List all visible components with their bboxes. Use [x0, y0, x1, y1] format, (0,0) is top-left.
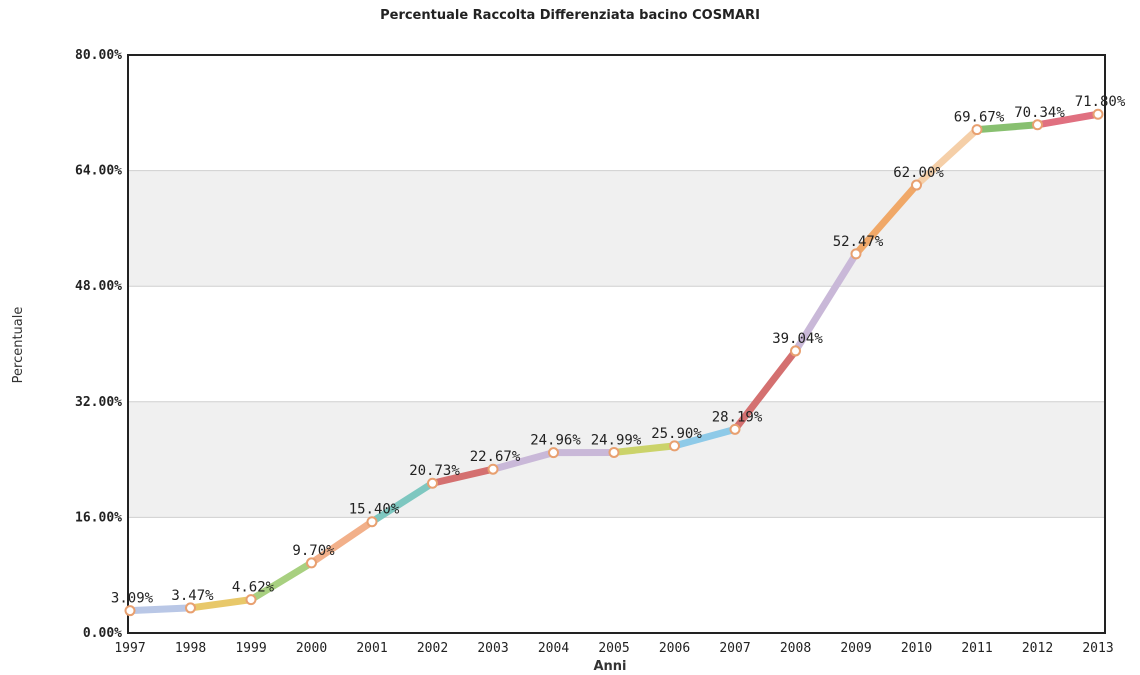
y-axis-title: Percentuale	[11, 307, 26, 384]
data-label: 28.19%	[712, 409, 763, 425]
line-segment	[973, 121, 1041, 134]
data-label: 71.80%	[1075, 94, 1126, 110]
x-tick-label: 2008	[780, 641, 811, 656]
x-tick-label: 1998	[175, 641, 206, 656]
data-point	[790, 345, 801, 357]
data-label: 70.34%	[1014, 105, 1065, 121]
data-point	[487, 463, 499, 475]
grid-band	[128, 401, 1105, 518]
x-tick-label: 1999	[235, 641, 266, 656]
x-tick-label: 2011	[961, 641, 992, 656]
x-tick-label: 2000	[296, 641, 327, 656]
y-tick-label: 64.00%	[75, 164, 122, 179]
data-point	[306, 557, 317, 569]
line-segment	[671, 425, 739, 450]
line-segment	[792, 250, 860, 355]
series-line	[126, 110, 1102, 615]
data-point	[729, 423, 741, 435]
data-point	[971, 124, 983, 136]
line-segment	[1034, 110, 1102, 129]
line-segment	[610, 442, 678, 456]
line-segment	[126, 604, 194, 615]
data-label: 52.47%	[833, 234, 884, 250]
x-tick-label: 2012	[1022, 641, 1053, 656]
line-segment	[489, 449, 557, 473]
data-label: 3.09%	[111, 591, 154, 607]
x-tick-label: 2010	[901, 641, 932, 656]
y-tick-label: 48.00%	[75, 279, 122, 294]
x-tick-label: 2001	[356, 641, 387, 656]
data-label: 24.96%	[530, 433, 581, 449]
data-point	[185, 602, 196, 614]
data-label: 69.67%	[954, 110, 1005, 126]
x-tick-label: 2007	[719, 641, 750, 656]
x-axis-ticks: 1997 1998 1999 2000 2001 2002 2003 2004 2005 2006…	[114, 641, 1113, 656]
data-label: 4.62%	[232, 580, 275, 596]
data-label: 20.73%	[409, 463, 460, 479]
data-label: 62.00%	[893, 165, 944, 181]
data-label: 3.47%	[171, 588, 214, 604]
data-label: 15.40%	[349, 502, 400, 518]
x-tick-label: 2013	[1082, 641, 1113, 656]
grid-bands	[128, 170, 1105, 518]
x-tick-label: 2006	[659, 641, 690, 656]
line-segment	[429, 465, 497, 487]
data-label: 22.67%	[470, 449, 521, 465]
data-point	[850, 248, 862, 260]
line-segment	[187, 596, 255, 612]
x-tick-label: 2005	[598, 641, 629, 656]
y-tick-label: 16.00%	[75, 510, 122, 525]
y-tick-label: 80.00%	[75, 48, 122, 63]
x-tick-label: 1997	[114, 641, 145, 656]
y-axis-ticks: 0.00% 16.00% 32.00% 48.00% 64.00% 80.00%	[75, 48, 122, 641]
data-point	[1032, 119, 1043, 131]
x-tick-label: 2009	[840, 641, 871, 656]
data-labels: 3.09% 3.47% 4.62% 9.70% 15.40% 20.73% 22.67% 24…	[111, 94, 1126, 606]
data-point	[366, 516, 378, 528]
y-tick-label: 0.00%	[83, 626, 122, 641]
data-label: 39.04%	[772, 331, 823, 347]
x-tick-label: 2003	[477, 641, 508, 656]
line-segment	[308, 518, 376, 567]
data-point	[427, 477, 438, 489]
chart-title: Percentuale Raccolta Differenziata bacin…	[380, 8, 760, 23]
data-point	[124, 605, 136, 617]
data-label: 9.70%	[292, 543, 335, 559]
data-point	[608, 446, 620, 458]
line-segment	[852, 181, 920, 258]
plot-frame	[127, 54, 1106, 634]
line-segment	[913, 126, 981, 189]
line-segment	[368, 479, 436, 526]
grid-band	[128, 170, 1105, 287]
data-point	[548, 447, 559, 459]
x-axis-title: Anni	[593, 659, 626, 674]
data-point	[911, 179, 922, 191]
x-tick-label: 2002	[417, 641, 448, 656]
data-point	[669, 440, 680, 452]
line-segment	[247, 559, 315, 604]
data-points	[124, 108, 1104, 617]
data-point	[1092, 108, 1104, 120]
data-label: 25.90%	[651, 426, 702, 442]
x-tick-label: 2004	[538, 641, 569, 656]
line-segment	[731, 347, 799, 433]
y-tick-label: 32.00%	[75, 395, 122, 410]
data-point	[245, 594, 257, 606]
data-label: 24.99%	[591, 432, 642, 448]
